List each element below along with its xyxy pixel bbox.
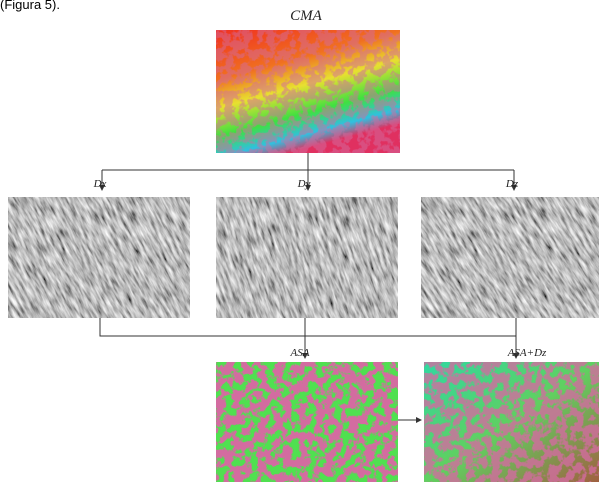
asa-dz-image bbox=[424, 362, 599, 482]
node-label: Dx bbox=[93, 178, 107, 190]
node-label: CMA bbox=[290, 8, 323, 24]
connector bbox=[100, 318, 516, 336]
connector bbox=[102, 153, 514, 170]
node-label: Dz bbox=[505, 178, 519, 190]
diagram: (Figura 5). CMA Dx Dy Dz ASA ASA+Dz bbox=[0, 0, 599, 482]
node-label: ASA bbox=[290, 347, 310, 359]
cma-texture bbox=[216, 30, 400, 153]
asa-image bbox=[216, 362, 398, 482]
node-label: ASA+Dz bbox=[507, 347, 547, 359]
node-label: Dy bbox=[297, 178, 311, 190]
caption: (Figura 5). bbox=[0, 0, 60, 12]
